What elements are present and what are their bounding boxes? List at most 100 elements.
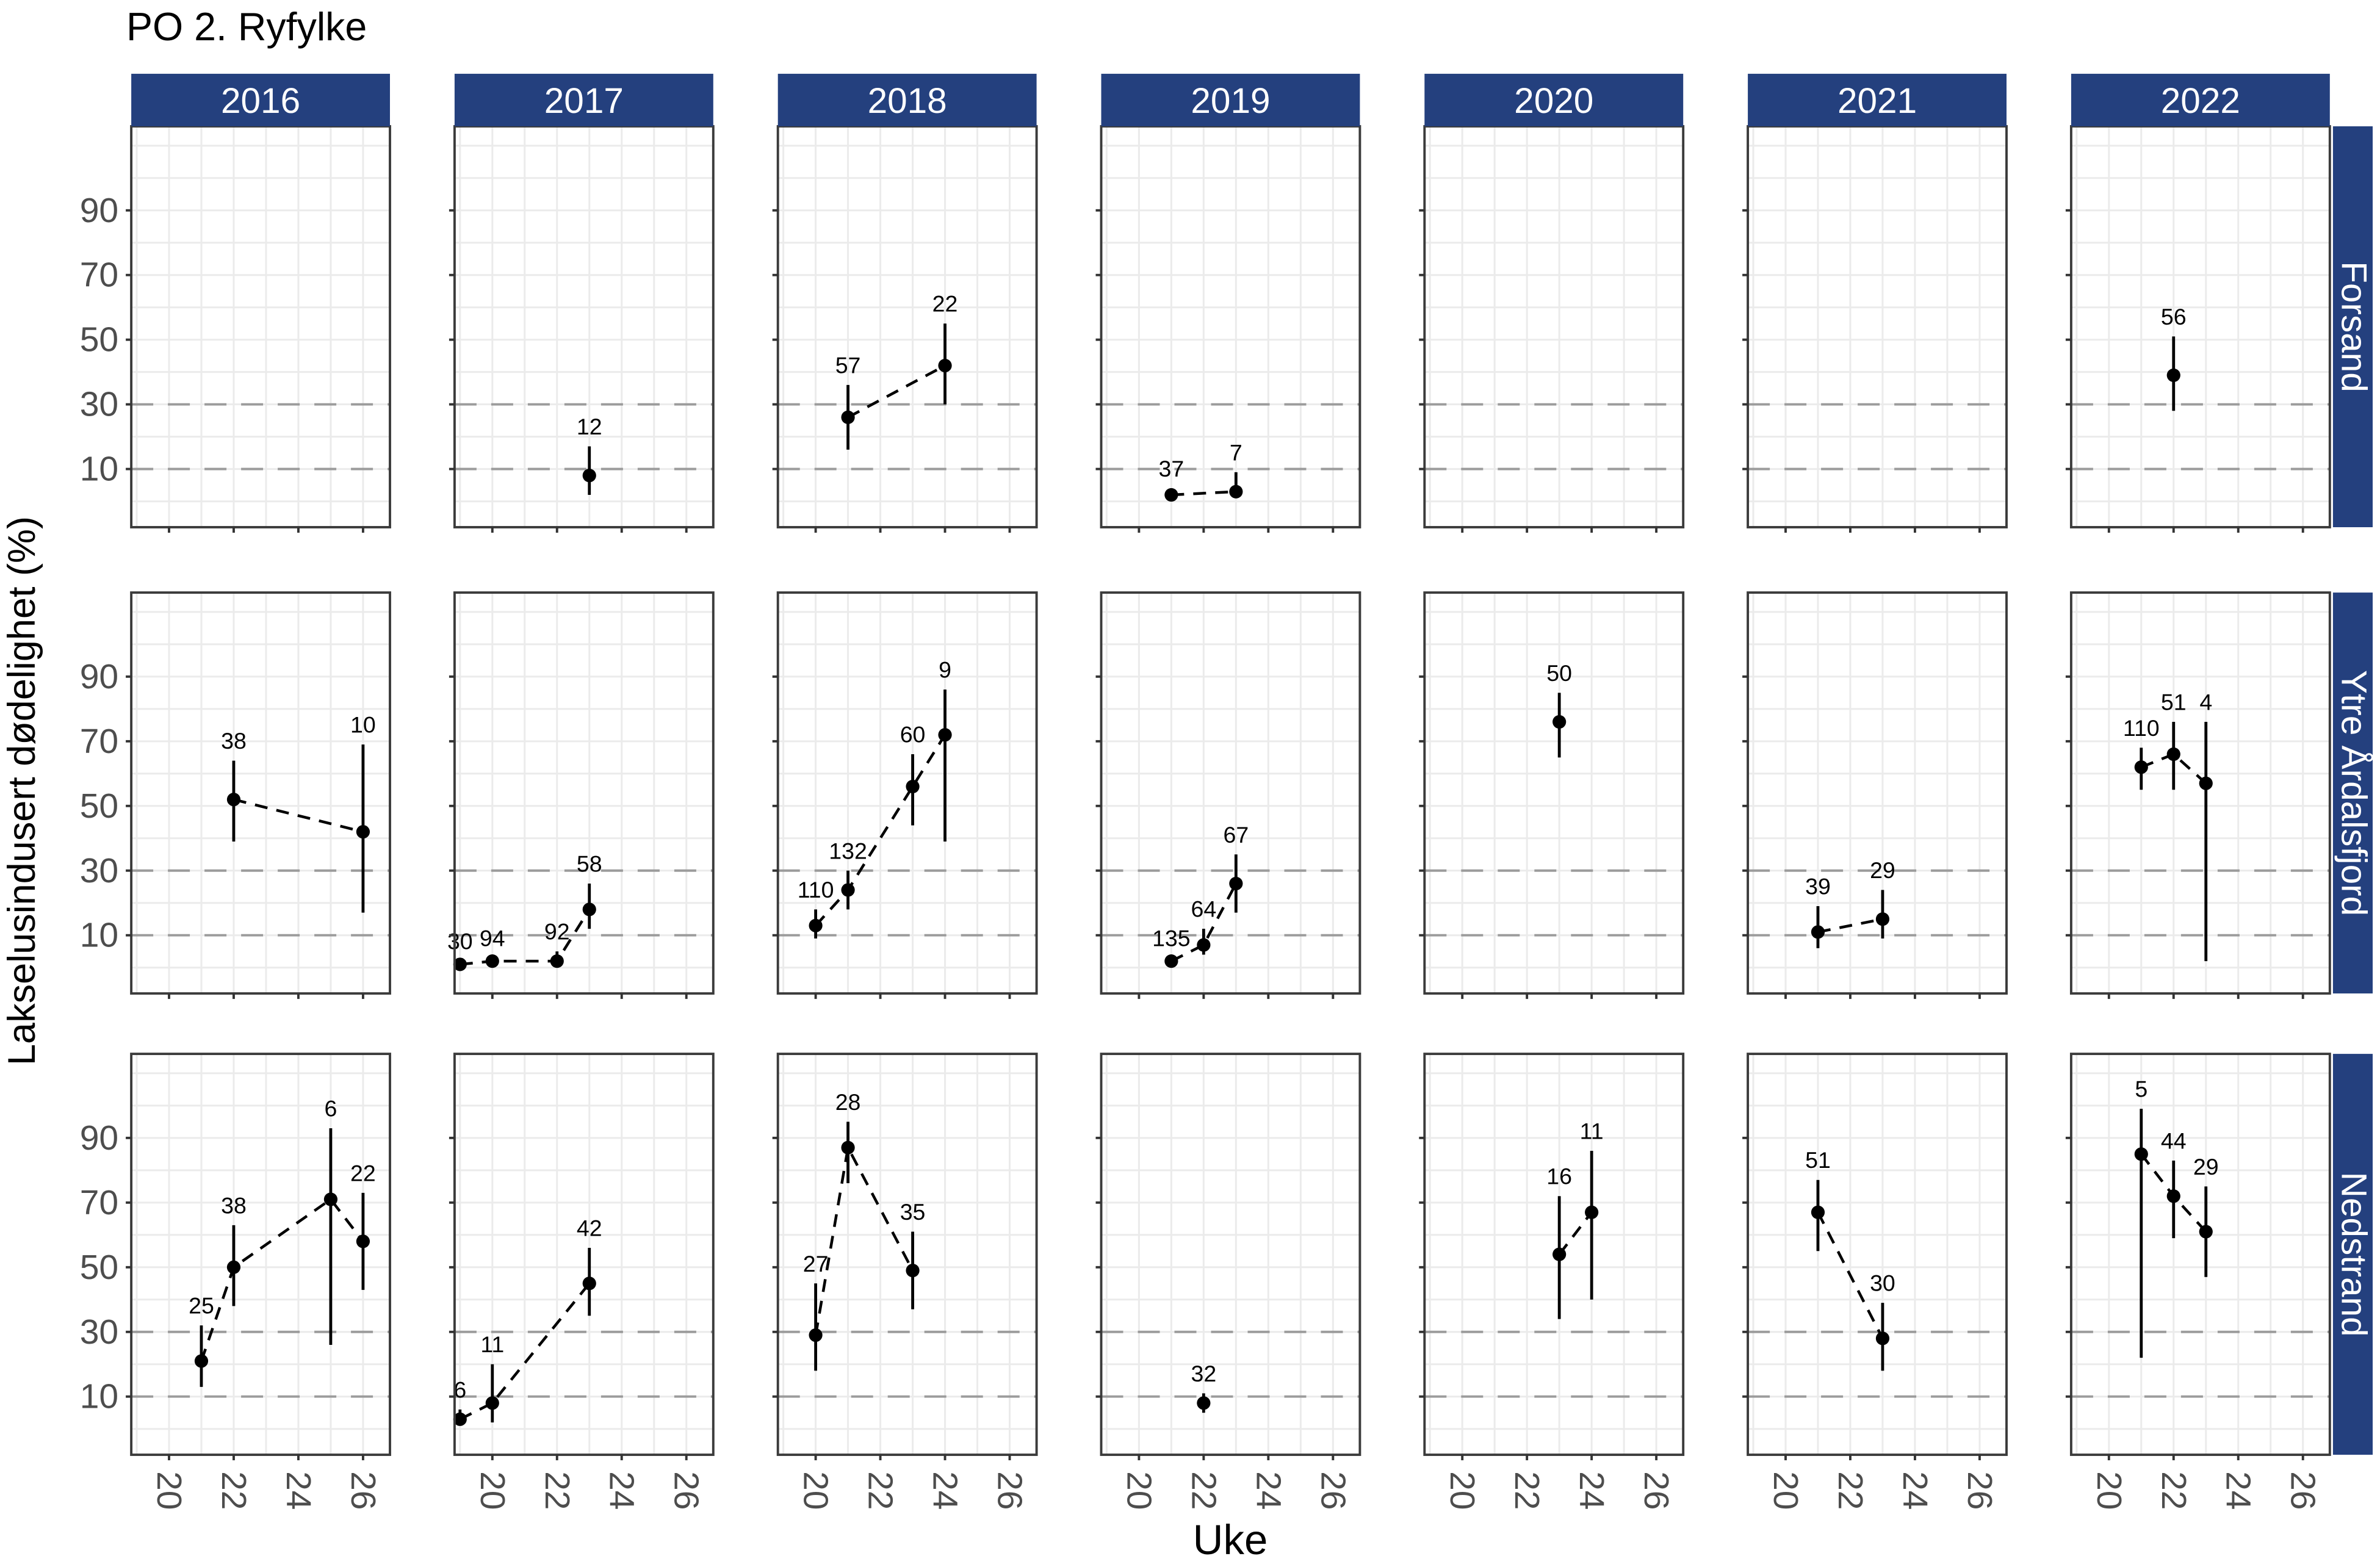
point-count-label: 94 xyxy=(480,925,505,951)
series-connector-line xyxy=(233,798,364,834)
point-count-label: 10 xyxy=(350,712,376,738)
point-marker xyxy=(485,1396,499,1410)
x-axis-tick-label: 26 xyxy=(990,1471,1030,1510)
panel-border xyxy=(453,1053,715,1457)
point-marker xyxy=(841,883,855,897)
y-axis-tick-label: 70 xyxy=(80,1183,118,1222)
panel-border xyxy=(1423,1053,1685,1457)
point-marker xyxy=(356,1234,370,1248)
point-count-label: 11 xyxy=(1580,1118,1604,1144)
x-axis-tick-label: 20 xyxy=(2090,1471,2129,1510)
panel-background xyxy=(454,126,713,527)
y-axis-tick-label: 30 xyxy=(80,385,118,424)
point-marker xyxy=(453,1412,467,1426)
col-strip-background xyxy=(2071,73,2330,126)
x-axis-tick-label: 26 xyxy=(667,1471,706,1510)
point-marker xyxy=(2199,776,2213,790)
point-count-label: 58 xyxy=(577,851,602,876)
series-connector-line xyxy=(1817,918,1883,934)
facet-panel-2021-Nedstrand: 51 30 20 22 24 26 xyxy=(1742,1053,2008,1510)
series-connector-line xyxy=(200,1197,364,1362)
point-marker xyxy=(1875,912,1890,926)
x-axis-tick-label: 20 xyxy=(1766,1471,1805,1510)
y-axis-tick-label: 90 xyxy=(80,191,118,230)
point-count-label: 4 xyxy=(2199,690,2212,715)
panel-background xyxy=(777,126,1037,527)
point-marker xyxy=(2134,760,2148,774)
facet-panel-2018-Nedstrand: 27 28 35 20 22 24 26 xyxy=(772,1053,1038,1510)
col-strip-2019: 2019 xyxy=(1101,73,1360,126)
facet-panel-2021-Forsand xyxy=(1742,125,2008,533)
panel-border xyxy=(776,1053,1038,1457)
x-axis-tick-label: 26 xyxy=(2284,1471,2323,1510)
point-count-label: 30 xyxy=(1870,1270,1895,1296)
point-marker xyxy=(2166,368,2180,383)
point-marker xyxy=(1197,938,1211,952)
row-strip-background xyxy=(2332,593,2373,994)
row-strip-background xyxy=(2332,126,2373,527)
point-marker xyxy=(1229,876,1243,891)
point-count-label: 92 xyxy=(544,919,570,945)
x-axis-tick-label: 20 xyxy=(796,1471,835,1510)
point-count-label: 9 xyxy=(939,657,951,683)
facet-panel-2020-Nedstrand: 16 11 20 22 24 26 xyxy=(1419,1053,1685,1510)
col-strip-label: 2017 xyxy=(544,81,624,121)
y-axis-tick-label: 10 xyxy=(80,916,118,955)
facet-panel-2021-Ytre Årdalsfjord: 39 29 xyxy=(1742,591,2008,1000)
point-marker xyxy=(841,410,855,424)
x-axis-tick-label: 22 xyxy=(1507,1471,1546,1510)
facet-panel-2022-Ytre Årdalsfjord: 11051 4 xyxy=(2065,591,2331,1000)
row-strip-label: Forsand xyxy=(2334,261,2373,392)
x-axis-tick-label: 24 xyxy=(1249,1471,1288,1510)
panel-background xyxy=(131,1054,391,1455)
point-count-label: 132 xyxy=(829,838,867,863)
panel-background xyxy=(131,593,391,994)
row-strip-Nedstrand: Nedstrand xyxy=(2332,1054,2373,1455)
row-strip-label: Ytre Årdalsfjord xyxy=(2334,670,2373,916)
facet-panel-2018-Forsand: 57 22 xyxy=(772,125,1038,533)
point-marker xyxy=(1811,1205,1825,1219)
point-count-label: 64 xyxy=(1191,896,1217,922)
x-axis-tick-label: 24 xyxy=(279,1471,318,1510)
panel-background xyxy=(1748,593,2007,994)
panel-border xyxy=(130,1053,391,1457)
x-axis-tick-label: 26 xyxy=(1960,1471,1999,1510)
point-marker xyxy=(1585,1205,1599,1219)
point-marker xyxy=(323,1192,338,1206)
row-strip-Ytre Årdalsfjord: Ytre Årdalsfjord xyxy=(2332,593,2373,994)
x-axis-tick-label: 22 xyxy=(214,1471,253,1510)
point-count-label: 29 xyxy=(2193,1154,2219,1180)
x-axis-tick-label: 20 xyxy=(1119,1471,1158,1510)
x-axis-tick-label: 20 xyxy=(473,1471,512,1510)
panel-border xyxy=(453,591,715,995)
point-marker xyxy=(1164,488,1178,502)
col-strip-label: 2018 xyxy=(868,81,947,121)
panel-background xyxy=(1424,593,1684,994)
point-marker xyxy=(1552,715,1567,729)
col-strip-label: 2016 xyxy=(221,81,300,121)
point-marker xyxy=(1164,954,1178,968)
col-strip-2018: 2018 xyxy=(777,73,1037,126)
point-count-label: 28 xyxy=(835,1089,861,1115)
point-count-label: 38 xyxy=(221,728,247,754)
panel-border xyxy=(1100,1053,1361,1457)
point-marker xyxy=(485,954,499,968)
point-count-label: 12 xyxy=(577,414,602,439)
point-marker xyxy=(2134,1147,2148,1161)
point-marker xyxy=(356,825,370,839)
point-marker xyxy=(1811,925,1825,939)
y-axis-tick-label: 50 xyxy=(80,320,118,359)
point-count-label: 16 xyxy=(1546,1164,1572,1189)
point-count-label: 110 xyxy=(798,877,834,902)
point-count-label: 57 xyxy=(835,352,861,378)
point-marker xyxy=(226,1260,241,1274)
col-strip-background xyxy=(777,73,1037,126)
point-count-label: 35 xyxy=(900,1199,926,1225)
point-marker xyxy=(1875,1331,1890,1345)
point-marker xyxy=(582,469,596,483)
col-strip-background xyxy=(454,73,713,126)
point-count-label: 51 xyxy=(1805,1147,1831,1173)
panel-border xyxy=(2069,591,2331,995)
panel-border xyxy=(2069,1053,2331,1457)
